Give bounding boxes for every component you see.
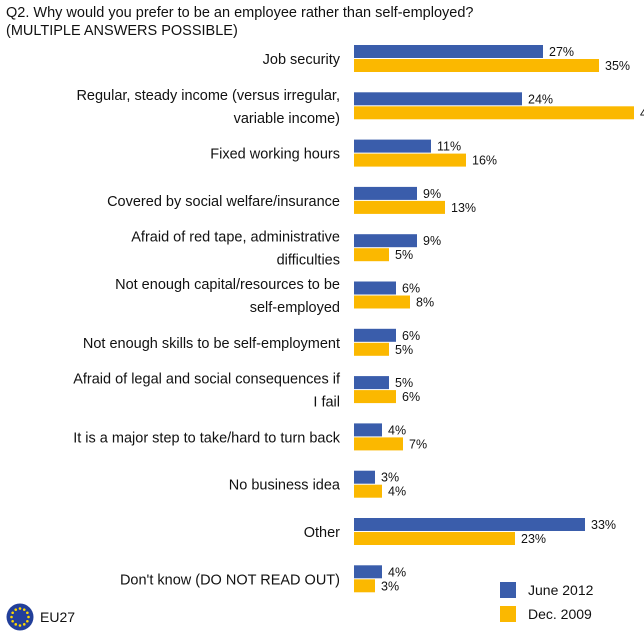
eu-flag-star <box>11 619 14 623</box>
chart-title: Q2. Why would you prefer to be an employ… <box>6 4 636 40</box>
eu-flag-star <box>10 615 13 619</box>
eu-flag-star <box>14 623 18 626</box>
data-label: 11% <box>437 140 461 154</box>
category-label: Don't know (DO NOT READ OUT) <box>120 572 340 588</box>
bar-series-2 <box>354 59 599 72</box>
data-label: 23% <box>521 532 546 546</box>
category-label: Other <box>304 525 340 541</box>
bar-series-1 <box>354 186 417 200</box>
footer-label: EU27 <box>40 609 76 625</box>
eu-flag-star <box>26 611 29 615</box>
bar-series-2 <box>354 153 466 167</box>
category-label: Not enough skills to be self-employment <box>83 336 340 352</box>
category-label: I fail <box>313 395 340 411</box>
data-label: 6% <box>402 390 420 404</box>
legend-swatch <box>500 582 516 598</box>
bar-series-2 <box>354 106 634 120</box>
bar-series-1 <box>354 518 585 531</box>
eu-flag-star <box>18 624 22 627</box>
data-label: 4% <box>388 485 406 499</box>
bar-series-1 <box>354 565 382 579</box>
bar-series-1 <box>354 45 543 58</box>
eu-flag-star <box>11 611 14 615</box>
bar-series-1 <box>354 328 396 342</box>
chart-title-line-2: (MULTIPLE ANSWERS POSSIBLE) <box>6 23 238 39</box>
category-label: Afraid of red tape, administrative <box>131 230 340 246</box>
data-label: 13% <box>451 201 476 215</box>
data-label: 5% <box>395 376 413 390</box>
category-label: Fixed working hours <box>210 147 340 163</box>
legend-label: Dec. 2009 <box>528 606 592 622</box>
category-label: It is a major step to take/hard to turn … <box>73 430 341 446</box>
data-label: 9% <box>423 187 441 201</box>
data-label: 9% <box>423 234 441 248</box>
bar-series-2 <box>354 200 445 214</box>
bar-series-1 <box>354 376 389 390</box>
category-label: Afraid of legal and social consequences … <box>73 372 341 388</box>
eu-flag-star <box>18 607 22 610</box>
category-label: Covered by social welfare/insurance <box>107 194 340 210</box>
legend-swatch <box>500 606 516 622</box>
footer: EU27 <box>6 603 75 631</box>
category-label: difficulties <box>277 253 340 269</box>
bar-series-1 <box>354 234 417 248</box>
bar-series-1 <box>354 139 431 153</box>
data-label: 3% <box>381 579 399 593</box>
bar-series-1 <box>354 470 375 484</box>
eu-flag-star <box>27 615 30 619</box>
eu-flag-star <box>22 623 26 626</box>
bar-series-2 <box>354 342 389 356</box>
bar-series-2 <box>354 437 403 451</box>
data-label: 24% <box>528 92 553 106</box>
data-label: 6% <box>402 329 420 343</box>
data-label: 7% <box>409 437 427 451</box>
data-label: 5% <box>395 248 413 262</box>
data-label: 40% <box>640 106 644 120</box>
eu-flag-star <box>26 619 29 623</box>
bar-series-2 <box>354 484 382 498</box>
bar-series-2 <box>354 532 515 545</box>
data-label: 8% <box>416 296 434 310</box>
data-label: 27% <box>549 45 574 59</box>
bar-series-2 <box>354 390 396 404</box>
data-label: 33% <box>591 518 616 532</box>
bar-series-2 <box>354 295 410 309</box>
legend-label: June 2012 <box>528 582 594 598</box>
bar-series-2 <box>354 579 375 593</box>
bar-series-2 <box>354 248 389 262</box>
bar-series-1 <box>354 423 382 437</box>
data-label: 6% <box>402 282 420 296</box>
data-label: 4% <box>388 423 406 437</box>
eu-flag-star <box>22 608 26 611</box>
data-label: 35% <box>605 59 630 73</box>
data-label: 3% <box>381 471 399 485</box>
category-label: Job security <box>263 52 341 68</box>
chart-title-line-1: Q2. Why would you prefer to be an employ… <box>6 5 474 21</box>
bar-series-1 <box>354 92 522 106</box>
eu-flag-star <box>14 608 18 611</box>
data-label: 5% <box>395 343 413 357</box>
category-label: self-employed <box>250 300 340 316</box>
category-label: Not enough capital/resources to be <box>115 277 340 293</box>
bar-series-1 <box>354 281 396 295</box>
category-label: No business idea <box>229 478 341 494</box>
data-label: 16% <box>472 154 497 168</box>
category-label: variable income) <box>234 111 340 127</box>
category-label: Regular, steady income (versus irregular… <box>76 88 340 104</box>
eu-flag-icon <box>6 603 34 631</box>
data-label: 4% <box>388 565 406 579</box>
